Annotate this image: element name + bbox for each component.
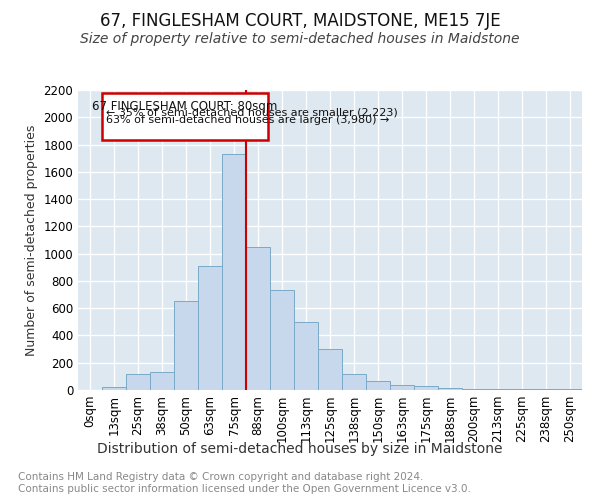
Y-axis label: Number of semi-detached properties: Number of semi-detached properties	[25, 124, 38, 356]
Bar	[150, 372, 174, 390]
Bar	[246, 247, 270, 390]
Text: Distribution of semi-detached houses by size in Maidstone: Distribution of semi-detached houses by …	[97, 442, 503, 456]
Bar	[366, 381, 390, 390]
Text: ← 35% of semi-detached houses are smaller (2,223): ← 35% of semi-detached houses are smalle…	[106, 107, 397, 117]
Bar	[102, 388, 126, 390]
Text: 63% of semi-detached houses are larger (3,980) →: 63% of semi-detached houses are larger (…	[106, 114, 389, 124]
Bar	[294, 322, 318, 390]
Bar	[270, 290, 294, 390]
Text: Size of property relative to semi-detached houses in Maidstone: Size of property relative to semi-detach…	[80, 32, 520, 46]
Bar	[174, 302, 198, 390]
FancyBboxPatch shape	[102, 94, 268, 140]
Bar	[198, 266, 222, 390]
Text: Contains HM Land Registry data © Crown copyright and database right 2024.
Contai: Contains HM Land Registry data © Crown c…	[18, 472, 471, 494]
Text: 67 FINGLESHAM COURT: 80sqm: 67 FINGLESHAM COURT: 80sqm	[92, 100, 277, 112]
Bar	[318, 349, 342, 390]
Bar	[342, 374, 366, 390]
Bar	[390, 384, 414, 390]
Bar	[462, 388, 486, 390]
Bar	[414, 386, 438, 390]
Bar	[126, 374, 150, 390]
Bar	[222, 154, 246, 390]
Text: 67, FINGLESHAM COURT, MAIDSTONE, ME15 7JE: 67, FINGLESHAM COURT, MAIDSTONE, ME15 7J…	[100, 12, 500, 30]
Bar	[438, 388, 462, 390]
